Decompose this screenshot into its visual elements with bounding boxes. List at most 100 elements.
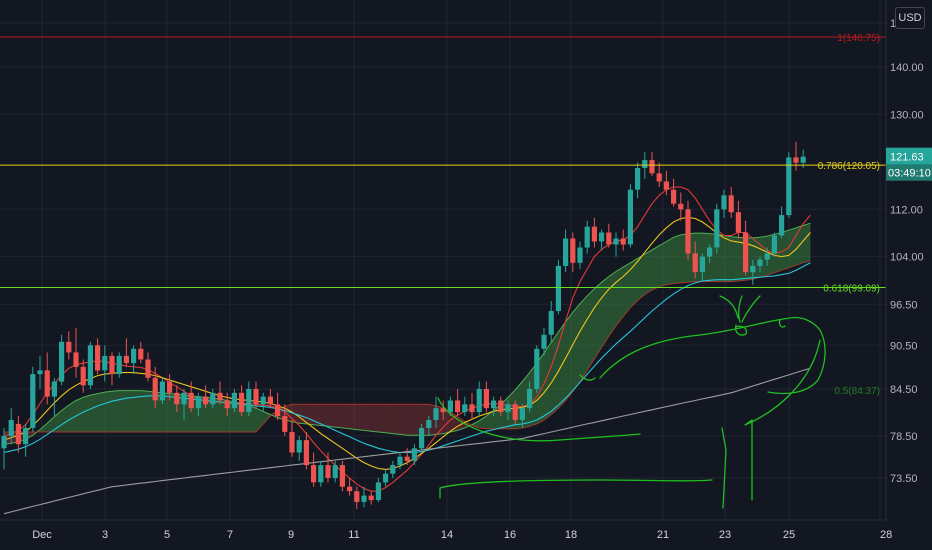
candle[interactable] xyxy=(671,178,677,207)
price-levels[interactable]: 1(146.75) 0.786(120.05) 0.618(99.09) 0.5(84… xyxy=(0,33,886,397)
candle[interactable] xyxy=(577,241,583,270)
candle[interactable] xyxy=(246,381,252,417)
candle[interactable] xyxy=(469,392,475,420)
candle[interactable] xyxy=(491,396,497,416)
candle[interactable] xyxy=(30,366,36,432)
candle[interactable] xyxy=(303,432,309,470)
candle[interactable] xyxy=(699,253,705,282)
candle[interactable] xyxy=(296,436,302,461)
candle[interactable] xyxy=(779,206,785,239)
candle[interactable] xyxy=(267,389,273,409)
candle[interactable] xyxy=(354,486,360,510)
candle[interactable] xyxy=(195,392,201,416)
candle[interactable] xyxy=(426,416,432,436)
candle[interactable] xyxy=(311,452,317,487)
candle[interactable] xyxy=(483,381,489,413)
candle[interactable] xyxy=(498,396,504,416)
candle[interactable] xyxy=(750,259,756,285)
candles[interactable] xyxy=(1,141,806,510)
candle[interactable] xyxy=(656,162,662,187)
candle[interactable] xyxy=(375,478,381,502)
candle[interactable] xyxy=(534,345,540,393)
currency-button[interactable]: USD xyxy=(895,7,925,29)
candle[interactable] xyxy=(462,396,468,416)
candle[interactable] xyxy=(613,232,619,257)
candle[interactable] xyxy=(627,184,633,248)
candle[interactable] xyxy=(440,400,446,421)
candle[interactable] xyxy=(591,217,597,248)
candle[interactable] xyxy=(663,170,669,196)
candle[interactable] xyxy=(757,256,763,273)
candle[interactable] xyxy=(570,232,576,273)
candle[interactable] xyxy=(109,352,115,386)
candle[interactable] xyxy=(563,229,569,273)
candle[interactable] xyxy=(282,404,288,436)
candle[interactable] xyxy=(383,469,389,487)
candle[interactable] xyxy=(347,478,353,496)
candle[interactable] xyxy=(203,385,209,409)
candle[interactable] xyxy=(95,338,101,375)
candle[interactable] xyxy=(253,381,259,409)
candle[interactable] xyxy=(275,392,281,420)
candle[interactable] xyxy=(23,423,29,457)
candle[interactable] xyxy=(368,491,374,505)
candle[interactable] xyxy=(735,200,741,239)
candle[interactable] xyxy=(771,232,777,257)
time-axis[interactable]: Dec 3 5 7 9 11 14 16 18 21 23 25 28 xyxy=(32,529,892,541)
candle[interactable] xyxy=(527,381,533,413)
candle[interactable] xyxy=(505,400,511,421)
candle[interactable] xyxy=(167,374,173,401)
candle[interactable] xyxy=(620,229,626,251)
candle[interactable] xyxy=(210,389,216,409)
candle[interactable] xyxy=(123,338,129,367)
candle[interactable] xyxy=(743,220,749,276)
candle[interactable] xyxy=(606,223,612,248)
candle[interactable] xyxy=(37,355,43,389)
candle[interactable] xyxy=(476,381,482,417)
candle[interactable] xyxy=(447,396,453,416)
candle[interactable] xyxy=(73,327,79,378)
candle[interactable] xyxy=(599,229,605,251)
candle[interactable] xyxy=(339,460,345,492)
candle[interactable] xyxy=(512,400,518,424)
candle[interactable] xyxy=(44,352,50,405)
candle[interactable] xyxy=(361,486,367,508)
candle[interactable] xyxy=(102,345,108,382)
candle[interactable] xyxy=(8,408,14,445)
candle[interactable] xyxy=(59,334,65,386)
candle[interactable] xyxy=(764,247,770,266)
candle[interactable] xyxy=(289,420,295,457)
candle[interactable] xyxy=(649,152,655,176)
candle[interactable] xyxy=(188,381,194,413)
candle[interactable] xyxy=(433,396,439,428)
candle[interactable] xyxy=(728,187,734,218)
candle[interactable] xyxy=(66,331,72,360)
candle[interactable] xyxy=(217,381,223,405)
candle[interactable] xyxy=(455,389,461,416)
candle[interactable] xyxy=(231,389,237,413)
candle[interactable] xyxy=(411,444,417,466)
candle[interactable] xyxy=(548,301,554,342)
candle[interactable] xyxy=(138,341,144,364)
candle[interactable] xyxy=(131,345,137,375)
candle[interactable] xyxy=(145,352,151,382)
candle[interactable] xyxy=(116,352,122,378)
candle[interactable] xyxy=(159,377,165,405)
candle[interactable] xyxy=(584,220,590,254)
candle[interactable] xyxy=(707,244,713,263)
candle[interactable] xyxy=(224,392,230,416)
candle[interactable] xyxy=(404,448,410,466)
candle[interactable] xyxy=(685,200,691,260)
candle[interactable] xyxy=(51,377,57,416)
candle[interactable] xyxy=(541,327,547,356)
candle[interactable] xyxy=(635,162,641,198)
candle[interactable] xyxy=(678,192,684,221)
candle[interactable] xyxy=(174,385,180,413)
candle[interactable] xyxy=(325,452,331,483)
candle[interactable] xyxy=(239,385,245,416)
candle[interactable] xyxy=(397,452,403,470)
candle[interactable] xyxy=(519,404,525,428)
candle[interactable] xyxy=(80,359,86,393)
